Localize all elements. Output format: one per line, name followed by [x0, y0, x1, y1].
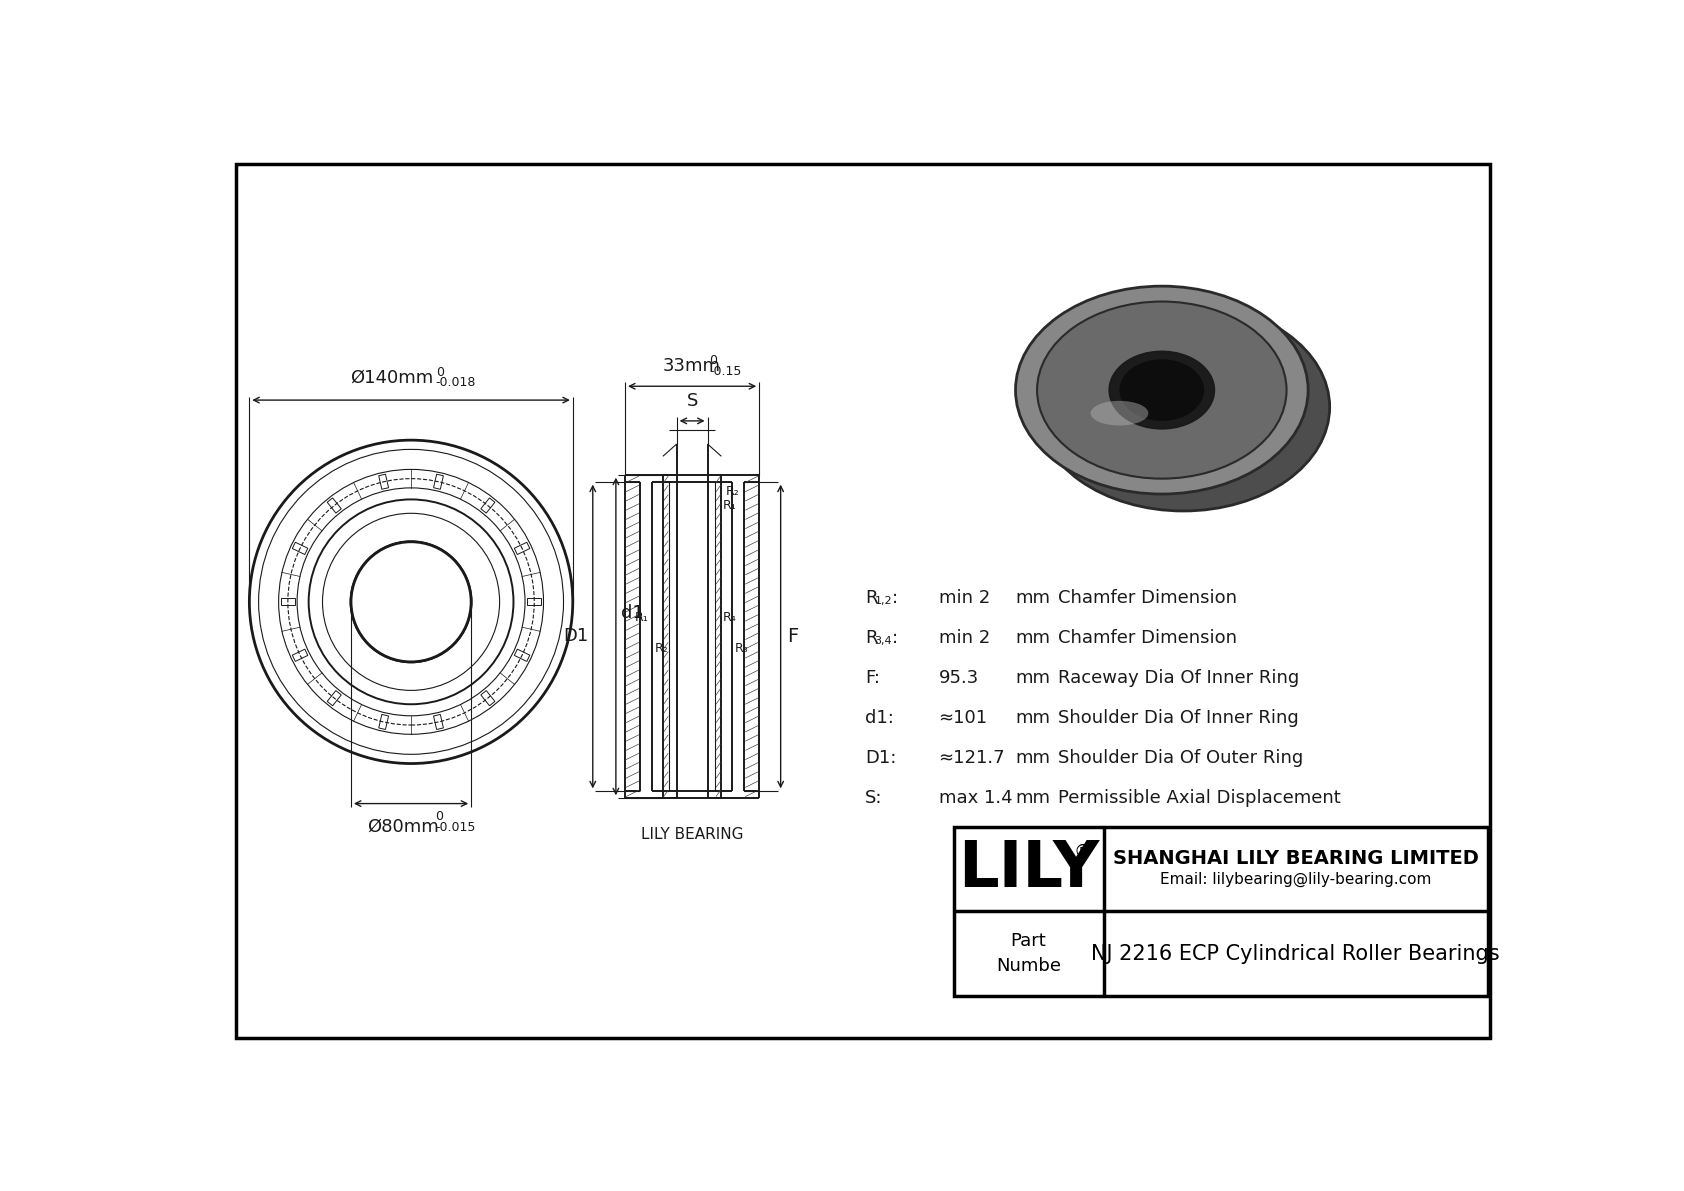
Text: Shoulder Dia Of Outer Ring: Shoulder Dia Of Outer Ring [1058, 749, 1303, 767]
Bar [379, 474, 389, 490]
Bar [293, 649, 308, 661]
Text: 1,2: 1,2 [874, 596, 893, 606]
Bar [293, 542, 308, 555]
Text: mm: mm [1015, 669, 1051, 687]
Text: :: : [891, 590, 898, 607]
Text: ®: ® [1073, 842, 1091, 860]
Text: 0: 0 [434, 810, 443, 823]
Text: R₂: R₂ [655, 642, 669, 655]
Text: 0: 0 [436, 366, 443, 379]
Text: S:: S: [866, 790, 882, 807]
Text: mm: mm [1015, 629, 1051, 647]
Text: F: F [786, 626, 798, 646]
Circle shape [350, 542, 472, 662]
Text: mm: mm [1015, 709, 1051, 728]
Text: :: : [891, 629, 898, 647]
Text: R₄: R₄ [722, 611, 736, 624]
Bar [379, 715, 389, 729]
Text: max 1.4: max 1.4 [938, 790, 1012, 807]
Text: Ø80mm: Ø80mm [367, 817, 440, 835]
Text: d1:: d1: [866, 709, 894, 728]
Ellipse shape [1091, 401, 1148, 425]
Text: Permissible Axial Displacement: Permissible Axial Displacement [1058, 790, 1340, 807]
Text: R₁: R₁ [722, 499, 736, 512]
Bar [433, 474, 443, 490]
Text: Chamfer Dimension: Chamfer Dimension [1058, 590, 1236, 607]
Text: NJ 2216 ECP Cylindrical Roller Bearings: NJ 2216 ECP Cylindrical Roller Bearings [1091, 943, 1500, 964]
Text: ≈121.7: ≈121.7 [938, 749, 1005, 767]
Bar [482, 498, 495, 513]
Text: -0.015: -0.015 [434, 821, 475, 834]
Text: 95.3: 95.3 [938, 669, 978, 687]
Text: -0.15: -0.15 [709, 364, 741, 378]
Text: -0.018: -0.018 [436, 376, 477, 389]
Text: Shoulder Dia Of Inner Ring: Shoulder Dia Of Inner Ring [1058, 709, 1298, 728]
Text: mm: mm [1015, 749, 1051, 767]
Text: 33mm: 33mm [663, 356, 721, 375]
Text: D1: D1 [562, 628, 588, 646]
Text: 3,4: 3,4 [874, 636, 893, 646]
Text: Part
Numbe: Part Numbe [997, 933, 1061, 975]
Ellipse shape [1015, 286, 1308, 494]
Text: mm: mm [1015, 790, 1051, 807]
Bar [327, 498, 342, 513]
Text: Chamfer Dimension: Chamfer Dimension [1058, 629, 1236, 647]
Text: D1:: D1: [866, 749, 898, 767]
Bar [482, 691, 495, 706]
Bar [527, 598, 541, 605]
Text: S: S [687, 392, 697, 410]
Bar [327, 691, 342, 706]
Text: mm: mm [1015, 590, 1051, 607]
Bar [953, 827, 1487, 996]
Text: R₃: R₃ [734, 642, 748, 655]
Text: min 2: min 2 [938, 629, 990, 647]
Text: R: R [866, 629, 877, 647]
Text: F:: F: [866, 669, 881, 687]
Text: LILY BEARING: LILY BEARING [642, 828, 743, 842]
Text: min 2: min 2 [938, 590, 990, 607]
Text: LILY: LILY [958, 838, 1100, 900]
Text: d1: d1 [620, 604, 643, 623]
Text: 0: 0 [709, 354, 717, 367]
Text: R: R [866, 590, 877, 607]
Ellipse shape [1037, 303, 1330, 511]
Bar [514, 649, 530, 661]
Text: R₁: R₁ [635, 611, 648, 624]
Ellipse shape [1120, 360, 1204, 420]
Text: R₂: R₂ [726, 485, 739, 498]
Text: Ø140mm: Ø140mm [350, 368, 433, 386]
Ellipse shape [1110, 351, 1214, 429]
Bar [514, 542, 530, 555]
Text: SHANGHAI LILY BEARING LIMITED: SHANGHAI LILY BEARING LIMITED [1113, 849, 1479, 868]
Bar [433, 715, 443, 729]
Text: Raceway Dia Of Inner Ring: Raceway Dia Of Inner Ring [1058, 669, 1298, 687]
Text: ≈101: ≈101 [938, 709, 987, 728]
Bar [281, 598, 295, 605]
Text: Email: lilybearing@lily-bearing.com: Email: lilybearing@lily-bearing.com [1160, 872, 1431, 887]
Ellipse shape [1037, 301, 1287, 479]
